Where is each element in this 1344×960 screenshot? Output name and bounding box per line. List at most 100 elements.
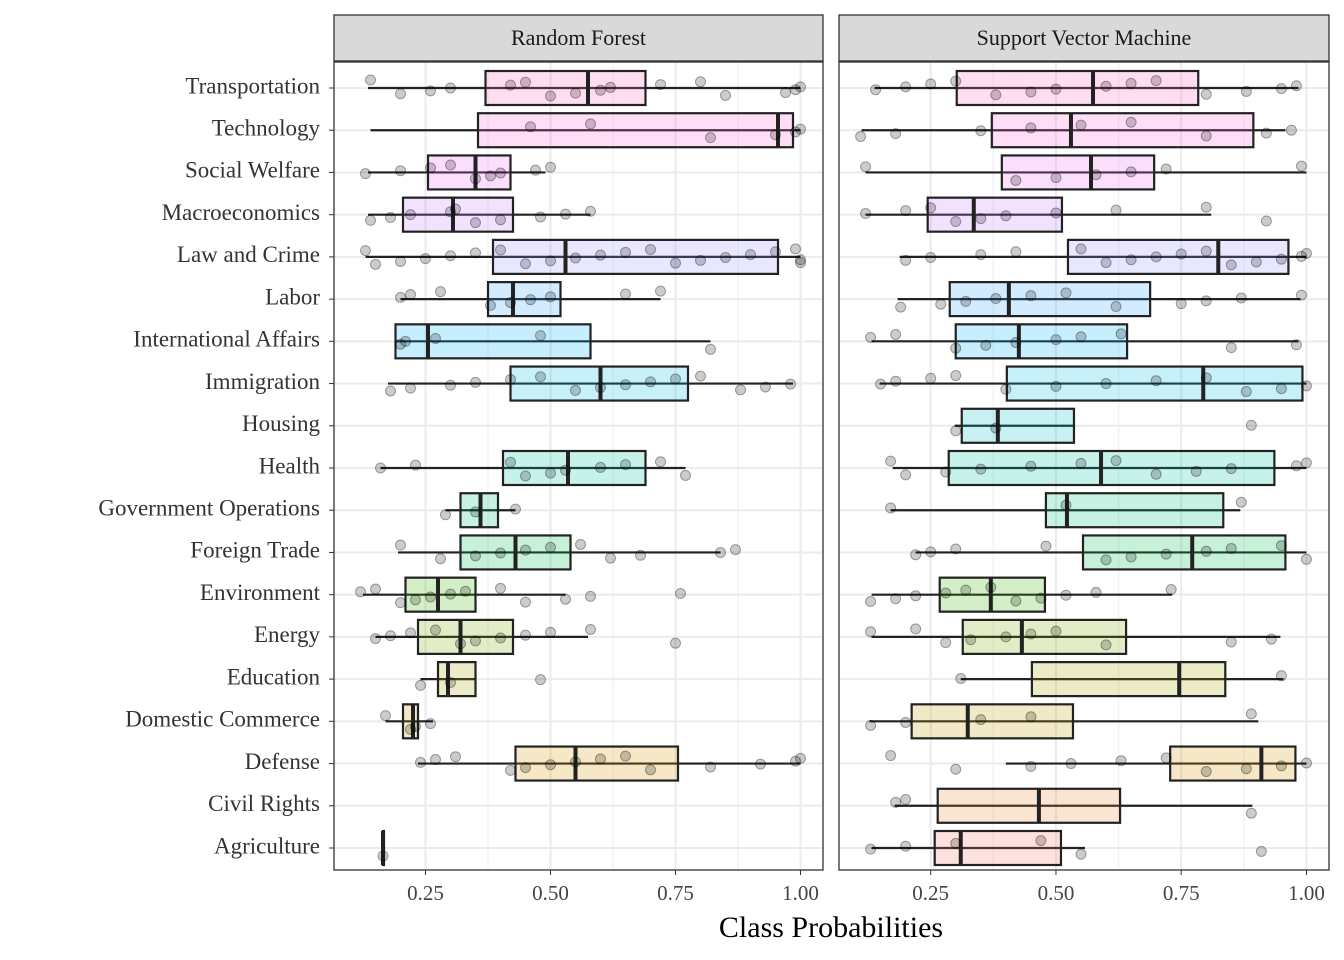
point <box>505 764 516 776</box>
point <box>1000 383 1012 395</box>
category-label: Agriculture <box>214 833 320 858</box>
point <box>1025 290 1037 302</box>
point <box>950 837 962 849</box>
point <box>525 294 536 306</box>
box <box>486 281 562 318</box>
point <box>460 585 471 597</box>
box <box>1030 661 1227 698</box>
point <box>925 546 937 558</box>
point <box>795 123 806 135</box>
point <box>760 381 771 393</box>
point <box>1175 248 1187 260</box>
point <box>790 755 801 767</box>
point <box>890 796 902 808</box>
category-label: Domestic Commerce <box>125 707 320 732</box>
point <box>670 373 681 385</box>
point <box>395 88 406 100</box>
point <box>645 764 656 776</box>
point <box>1265 633 1277 645</box>
point <box>1240 763 1252 775</box>
point <box>545 255 556 267</box>
point <box>375 462 386 474</box>
point <box>1050 625 1062 637</box>
category-label: Foreign Trade <box>190 538 320 563</box>
point <box>655 285 666 297</box>
point <box>605 81 616 93</box>
point <box>975 463 987 475</box>
box <box>1044 492 1225 529</box>
point <box>1150 75 1162 87</box>
box <box>1066 238 1290 275</box>
point <box>505 297 516 309</box>
point <box>395 255 406 267</box>
point <box>585 590 596 602</box>
point <box>1275 670 1287 682</box>
point <box>1225 636 1237 648</box>
point <box>900 793 912 805</box>
point <box>655 456 666 468</box>
point <box>1300 757 1312 769</box>
point <box>795 254 806 266</box>
point <box>1010 246 1022 258</box>
point <box>900 469 912 481</box>
box <box>436 661 477 698</box>
point <box>410 459 421 471</box>
point <box>1295 160 1307 172</box>
point <box>865 626 877 638</box>
point <box>545 626 556 638</box>
point <box>1110 301 1122 313</box>
category-label: Social Welfare <box>185 158 320 183</box>
x-axis-label: Class Probabilities <box>719 911 943 944</box>
box <box>394 323 592 360</box>
point <box>545 467 556 479</box>
point <box>510 503 521 515</box>
point <box>620 379 631 391</box>
point <box>950 370 962 382</box>
box <box>514 745 680 782</box>
point <box>1090 169 1102 181</box>
point <box>425 591 436 603</box>
category-label: Transportation <box>185 73 320 98</box>
point <box>1245 807 1257 819</box>
point <box>1200 201 1212 213</box>
point <box>895 301 907 313</box>
point <box>1075 457 1087 469</box>
point <box>975 714 987 726</box>
point <box>1290 460 1302 472</box>
point <box>860 208 872 220</box>
point <box>495 244 506 256</box>
box <box>961 618 1128 655</box>
point <box>420 253 431 265</box>
category-label: Civil Rights <box>208 791 320 816</box>
point <box>980 339 992 351</box>
point <box>1075 243 1087 255</box>
point <box>950 543 962 555</box>
box <box>936 787 1122 824</box>
point <box>545 541 556 553</box>
point <box>385 212 396 224</box>
point <box>1115 755 1127 767</box>
category-label: Technology <box>212 116 321 141</box>
box <box>401 196 515 233</box>
point <box>705 132 716 144</box>
point <box>950 75 962 87</box>
point <box>1290 339 1302 351</box>
point <box>585 205 596 217</box>
point <box>1025 86 1037 98</box>
box <box>948 281 1152 318</box>
point <box>900 716 912 728</box>
point <box>395 338 406 350</box>
point <box>395 539 406 551</box>
box <box>1081 534 1287 571</box>
point <box>1060 287 1072 299</box>
point <box>1150 375 1162 387</box>
box <box>954 323 1129 360</box>
point <box>795 81 806 93</box>
point <box>385 630 396 642</box>
point <box>955 673 967 685</box>
point <box>910 549 922 561</box>
point <box>705 343 716 355</box>
category-label: Environment <box>200 580 321 605</box>
point <box>360 168 371 180</box>
category-label: Law and Crime <box>177 242 320 267</box>
